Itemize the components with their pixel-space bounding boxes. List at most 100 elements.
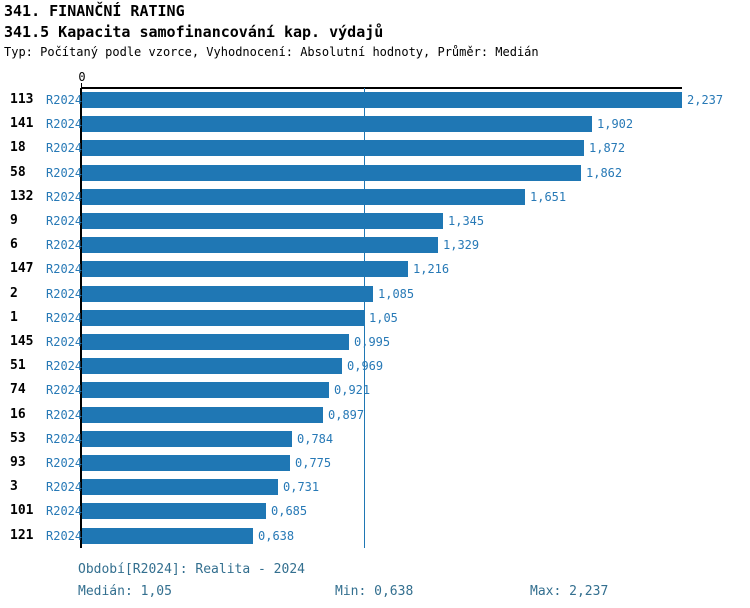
- row-period-label: R2024: [46, 335, 83, 350]
- bar-value-label: 1,216: [413, 262, 450, 277]
- bar-value-label: 1,05: [369, 310, 398, 325]
- row-category-label: 6: [10, 237, 18, 253]
- row-category-label: 3: [10, 479, 18, 495]
- chart-rows: 113 R2024 2,237 141 R2024 1,902 18 R2024…: [0, 88, 750, 548]
- bar-value-label: 1,345: [448, 214, 485, 229]
- row-category-label: 132: [10, 188, 34, 204]
- row-category-label: 2: [10, 285, 18, 301]
- footer-max: Max: 2,237: [530, 584, 609, 599]
- bar: [82, 455, 290, 472]
- row-period-label: R2024: [46, 431, 83, 446]
- bar-row: 147 R2024 1,216: [0, 257, 750, 281]
- bar-row: 6 R2024 1,329: [0, 233, 750, 257]
- bar: [82, 527, 253, 544]
- bar-row: 145 R2024 0,995: [0, 330, 750, 354]
- bar-value-label: 0,638: [258, 528, 295, 543]
- bar-row: 53 R2024 0,784: [0, 427, 750, 451]
- row-period-label: R2024: [46, 480, 83, 495]
- row-period-label: R2024: [46, 189, 83, 204]
- bar: [82, 309, 364, 326]
- page-title: 341. FINANČNÍ RATING: [4, 2, 185, 20]
- bar-value-label: 0,921: [334, 383, 371, 398]
- median-line: [364, 88, 365, 548]
- bar: [82, 164, 581, 181]
- bar-value-label: 1,651: [530, 189, 567, 204]
- x-axis-zero-tick: [81, 83, 82, 88]
- row-category-label: 121: [10, 527, 34, 543]
- bar: [82, 358, 342, 375]
- bar-value-label: 1,329: [443, 238, 480, 253]
- bar-value-label: 1,902: [597, 117, 634, 132]
- row-period-label: R2024: [46, 310, 83, 325]
- bar-value-label: 0,685: [271, 504, 308, 519]
- bar-row: 51 R2024 0,969: [0, 354, 750, 378]
- row-category-label: 141: [10, 116, 34, 132]
- y-axis-line: [80, 88, 82, 548]
- row-category-label: 145: [10, 334, 34, 350]
- bar-row: 3 R2024 0,731: [0, 475, 750, 499]
- bar-value-label: 0,784: [297, 431, 334, 446]
- row-period-label: R2024: [46, 456, 83, 471]
- x-axis-zero-label: 0: [78, 70, 86, 84]
- bar-value-label: 0,775: [295, 456, 332, 471]
- row-category-label: 147: [10, 261, 34, 277]
- bar-value-label: 1,862: [586, 165, 623, 180]
- bar-row: 93 R2024 0,775: [0, 451, 750, 475]
- bar-row: 18 R2024 1,872: [0, 136, 750, 160]
- row-period-label: R2024: [46, 165, 83, 180]
- row-period-label: R2024: [46, 262, 83, 277]
- bar-row: 9 R2024 1,345: [0, 209, 750, 233]
- bar: [82, 285, 373, 302]
- row-period-label: R2024: [46, 528, 83, 543]
- row-period-label: R2024: [46, 504, 83, 519]
- footer-period: Období[R2024]: Realita - 2024: [78, 562, 305, 577]
- bar: [82, 479, 278, 496]
- bar: [82, 92, 682, 108]
- row-period-label: R2024: [46, 383, 83, 398]
- chart-subtitle: 341.5 Kapacita samofinancování kap. výda…: [4, 23, 384, 41]
- bar-value-label: 0,731: [283, 480, 320, 495]
- bar: [82, 503, 266, 520]
- bar-row: 141 R2024 1,902: [0, 112, 750, 136]
- row-category-label: 16: [10, 406, 26, 422]
- bar: [82, 430, 292, 447]
- bar: [82, 188, 525, 205]
- bar-value-label: 0,897: [328, 407, 365, 422]
- bar-row: 2 R2024 1,085: [0, 282, 750, 306]
- row-period-label: R2024: [46, 141, 83, 156]
- chart-meta-line: Typ: Počítaný podle vzorce, Vyhodnocení:…: [4, 45, 539, 59]
- x-axis-line: [81, 87, 682, 89]
- bar: [82, 382, 329, 399]
- row-category-label: 101: [10, 503, 34, 519]
- bar-row: 74 R2024 0,921: [0, 378, 750, 402]
- row-category-label: 1: [10, 309, 18, 325]
- bar-row: 1 R2024 1,05: [0, 306, 750, 330]
- row-category-label: 93: [10, 455, 26, 471]
- bar-row: 121 R2024 0,638: [0, 524, 750, 548]
- bar: [82, 116, 592, 133]
- row-category-label: 53: [10, 430, 26, 446]
- row-period-label: R2024: [46, 286, 83, 301]
- bar-row: 58 R2024 1,862: [0, 161, 750, 185]
- row-category-label: 18: [10, 140, 26, 156]
- bar: [82, 406, 323, 423]
- bar-row: 16 R2024 0,897: [0, 403, 750, 427]
- row-category-label: 51: [10, 358, 26, 374]
- bar: [82, 213, 443, 230]
- row-period-label: R2024: [46, 93, 83, 107]
- bar-value-label: 1,085: [378, 286, 415, 301]
- bar-row: 113 R2024 2,237: [0, 88, 750, 112]
- bar-row: 101 R2024 0,685: [0, 499, 750, 523]
- bar: [82, 334, 349, 351]
- bar-value-label: 1,872: [589, 141, 626, 156]
- row-category-label: 9: [10, 213, 18, 229]
- bar: [82, 261, 408, 278]
- row-period-label: R2024: [46, 238, 83, 253]
- row-period-label: R2024: [46, 407, 83, 422]
- footer-median: Medián: 1,05: [78, 584, 172, 599]
- footer-min: Min: 0,638: [335, 584, 414, 599]
- row-category-label: 74: [10, 382, 26, 398]
- bar: [82, 237, 438, 254]
- row-period-label: R2024: [46, 117, 83, 132]
